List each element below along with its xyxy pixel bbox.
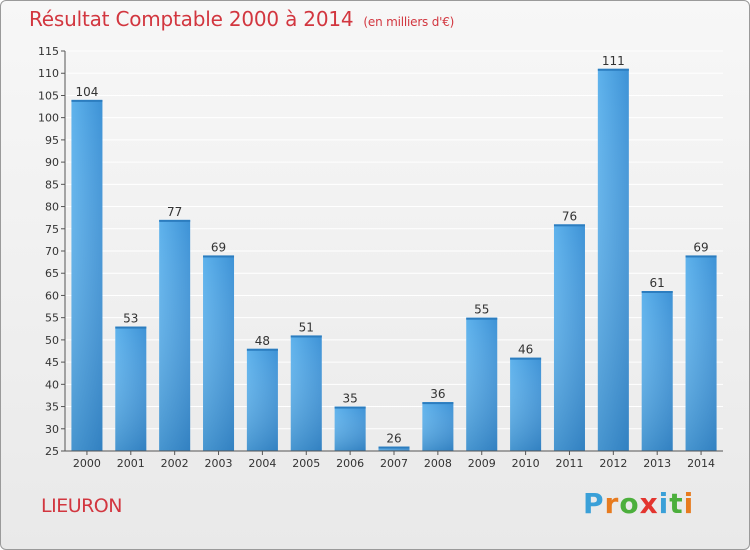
bar-top-edge bbox=[334, 406, 366, 409]
x-tick-label: 2010 bbox=[512, 457, 540, 470]
labels: 25 30 35 40 45 50 55 60 65 70 75 80 85 90 95 100 105 110 1… bbox=[38, 45, 715, 470]
x-tick-label: 2014 bbox=[687, 457, 715, 470]
value-label: 48 bbox=[255, 334, 270, 348]
bar-shade bbox=[115, 326, 147, 451]
bar-top-edge bbox=[71, 99, 103, 102]
bar-top-edge bbox=[510, 357, 542, 360]
y-tick-label: 75 bbox=[45, 223, 59, 236]
bar-top-edge bbox=[641, 291, 673, 293]
x-tick-label: 2003 bbox=[205, 457, 233, 470]
chart-title: Résultat Comptable 2000 à 2014 (en millie… bbox=[29, 7, 454, 31]
bar-top-edge bbox=[685, 255, 717, 258]
bar-shade bbox=[159, 219, 191, 451]
y-tick-label: 115 bbox=[38, 45, 59, 58]
bar-top-edge bbox=[378, 446, 410, 449]
bar-shade bbox=[553, 224, 585, 451]
y-tick-label: 80 bbox=[45, 201, 59, 214]
value-label: 104 bbox=[75, 85, 98, 99]
x-tick-label: 2002 bbox=[161, 457, 189, 470]
y-tick-label: 110 bbox=[38, 67, 59, 80]
bar-chart: 25 30 35 40 45 50 55 60 65 70 75 80 85 90 95 100 105 110 1… bbox=[38, 45, 723, 470]
logo-letter: i bbox=[683, 487, 695, 520]
logo-letter: r bbox=[604, 487, 620, 520]
x-tick-label: 2008 bbox=[424, 457, 452, 470]
value-label: 55 bbox=[474, 303, 489, 317]
bar-shade bbox=[466, 317, 498, 451]
value-label: 69 bbox=[211, 240, 226, 254]
y-tick-label: 45 bbox=[45, 356, 59, 369]
y-tick-label: 65 bbox=[45, 267, 59, 280]
bar-shade bbox=[334, 406, 366, 451]
x-tick-label: 2001 bbox=[117, 457, 145, 470]
logo-letter: t bbox=[669, 487, 684, 520]
bars bbox=[71, 68, 717, 452]
value-label: 35 bbox=[342, 392, 357, 406]
value-label: 53 bbox=[123, 312, 138, 326]
y-tick-label: 55 bbox=[45, 312, 59, 325]
y-tick-label: 40 bbox=[45, 378, 59, 391]
axes bbox=[61, 50, 723, 455]
value-label: 76 bbox=[562, 209, 577, 223]
value-label: 69 bbox=[693, 240, 708, 254]
x-tick-label: 2000 bbox=[73, 457, 101, 470]
bar-shade bbox=[685, 255, 717, 451]
value-label: 61 bbox=[650, 276, 665, 290]
title-text: Résultat Comptable 2000 à 2014 bbox=[29, 7, 354, 31]
unit-label: (en milliers d'€) bbox=[363, 15, 455, 29]
y-tick-label: 70 bbox=[45, 245, 59, 258]
y-tick-label: 60 bbox=[45, 289, 59, 302]
x-tick-label: 2005 bbox=[292, 457, 320, 470]
bar-top-edge bbox=[466, 317, 498, 320]
x-tick-label: 2004 bbox=[248, 457, 276, 470]
bar-top-edge bbox=[597, 68, 629, 71]
bar-top-edge bbox=[422, 402, 454, 405]
y-tick-label: 50 bbox=[45, 334, 59, 347]
proxiti-logo[interactable]: Proxiti bbox=[583, 487, 694, 520]
value-label: 26 bbox=[386, 432, 401, 446]
commune-name: LIEURON bbox=[41, 495, 122, 517]
value-label: 77 bbox=[167, 205, 182, 219]
bar-top-edge bbox=[290, 335, 322, 338]
y-tick-label: 85 bbox=[45, 178, 59, 191]
bar-shade bbox=[290, 335, 322, 451]
logo-letter: x bbox=[639, 487, 659, 520]
y-tick-label: 90 bbox=[45, 156, 59, 169]
bar-top-edge bbox=[159, 219, 191, 222]
y-tick-label: 100 bbox=[38, 112, 59, 125]
x-tick-label: 2009 bbox=[468, 457, 496, 470]
bar-shade bbox=[378, 446, 410, 451]
value-label: 51 bbox=[299, 320, 314, 334]
logo-letter: i bbox=[658, 487, 670, 520]
bar-shade bbox=[510, 357, 542, 451]
value-label: 111 bbox=[602, 54, 625, 68]
bar-shade bbox=[422, 402, 454, 451]
y-tick-label: 105 bbox=[38, 89, 59, 102]
y-tick-label: 95 bbox=[45, 134, 59, 147]
bar-top-edge bbox=[203, 255, 235, 258]
value-label: 46 bbox=[518, 343, 533, 357]
y-tick-label: 35 bbox=[45, 401, 59, 414]
bar-top-edge bbox=[553, 224, 585, 227]
value-label: 36 bbox=[430, 387, 445, 401]
bar-shade bbox=[597, 68, 629, 452]
y-tick-label: 30 bbox=[45, 423, 59, 436]
bar-top-edge bbox=[115, 326, 147, 329]
x-tick-label: 2013 bbox=[643, 457, 671, 470]
bar-shade bbox=[71, 99, 103, 451]
x-tick-label: 2012 bbox=[599, 457, 627, 470]
logo-letter: P bbox=[583, 487, 605, 520]
bar-shade bbox=[203, 255, 235, 451]
x-tick-label: 2007 bbox=[380, 457, 408, 470]
logo-letter: o bbox=[619, 487, 640, 520]
x-tick-label: 2011 bbox=[555, 457, 583, 470]
y-tick-label: 25 bbox=[45, 445, 59, 458]
bar-top-edge bbox=[246, 348, 278, 351]
bar-shade bbox=[246, 348, 278, 451]
bar-shade bbox=[641, 291, 673, 451]
x-tick-label: 2006 bbox=[336, 457, 364, 470]
